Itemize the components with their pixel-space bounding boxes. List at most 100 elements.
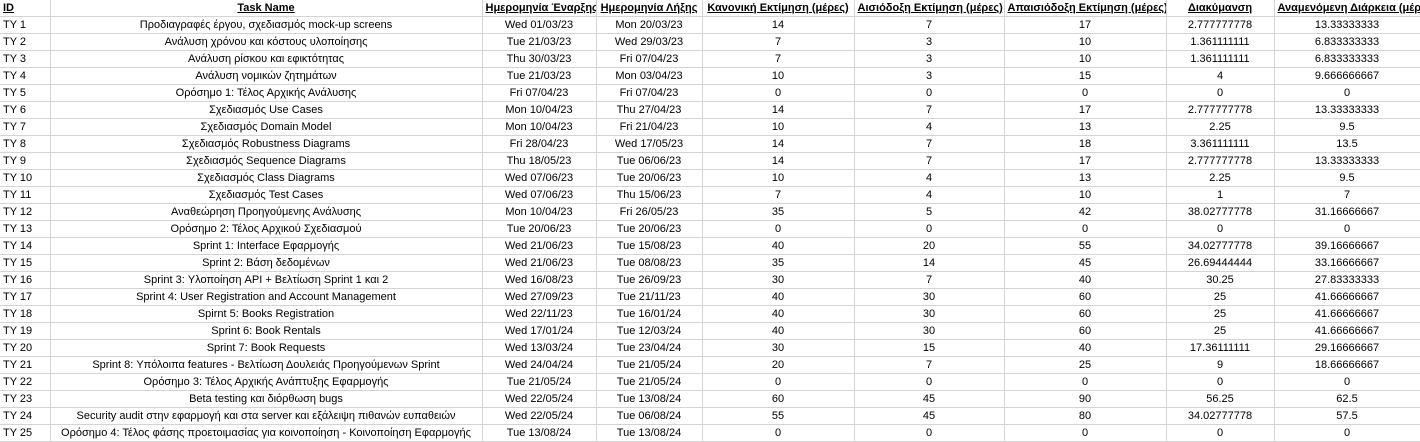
cell-normal-estimate[interactable]: 60 bbox=[702, 390, 855, 408]
cell-pessimistic-estimate[interactable]: 25 bbox=[1004, 356, 1167, 374]
cell-pessimistic-estimate[interactable]: 10 bbox=[1004, 50, 1167, 68]
cell-task-name[interactable]: Ορόσημο 4: Τέλος φάσης προετοιμασίας για… bbox=[50, 424, 483, 442]
cell-start-date[interactable]: Mon 10/04/23 bbox=[482, 118, 597, 136]
cell-end-date[interactable]: Fri 07/04/23 bbox=[596, 84, 703, 102]
cell-start-date[interactable]: Tue 20/06/23 bbox=[482, 220, 597, 238]
cell-start-date[interactable]: Wed 13/03/24 bbox=[482, 339, 597, 357]
cell-end-date[interactable]: Tue 20/06/23 bbox=[596, 169, 703, 187]
cell-end-date[interactable]: Fri 21/04/23 bbox=[596, 118, 703, 136]
cell-id[interactable]: TY 9 bbox=[0, 152, 51, 170]
cell-expected-duration[interactable]: 57.5 bbox=[1274, 407, 1420, 425]
cell-task-name[interactable]: Ανάλυση ρίσκου και εφικτότητας bbox=[50, 50, 483, 68]
cell-expected-duration[interactable]: 0 bbox=[1274, 220, 1420, 238]
cell-pessimistic-estimate[interactable]: 0 bbox=[1004, 84, 1167, 102]
cell-pessimistic-estimate[interactable]: 0 bbox=[1004, 220, 1167, 238]
cell-variance[interactable]: 3.361111111 bbox=[1166, 135, 1275, 153]
cell-end-date[interactable]: Thu 15/06/23 bbox=[596, 186, 703, 204]
cell-optimistic-estimate[interactable]: 4 bbox=[854, 169, 1005, 187]
cell-optimistic-estimate[interactable]: 45 bbox=[854, 407, 1005, 425]
cell-optimistic-estimate[interactable]: 45 bbox=[854, 390, 1005, 408]
cell-variance[interactable]: 1.361111111 bbox=[1166, 50, 1275, 68]
cell-expected-duration[interactable]: 6.833333333 bbox=[1274, 50, 1420, 68]
cell-pessimistic-estimate[interactable]: 42 bbox=[1004, 203, 1167, 221]
cell-optimistic-estimate[interactable]: 0 bbox=[854, 84, 1005, 102]
cell-end-date[interactable]: Tue 13/08/24 bbox=[596, 424, 703, 442]
cell-end-date[interactable]: Tue 21/11/23 bbox=[596, 288, 703, 306]
cell-normal-estimate[interactable]: 30 bbox=[702, 271, 855, 289]
cell-end-date[interactable]: Tue 21/05/24 bbox=[596, 373, 703, 391]
cell-task-name[interactable]: Sprint 4: User Registration and Account … bbox=[50, 288, 483, 306]
cell-end-date[interactable]: Mon 20/03/23 bbox=[596, 16, 703, 34]
cell-expected-duration[interactable]: 41.66666667 bbox=[1274, 322, 1420, 340]
cell-expected-duration[interactable]: 39.16666667 bbox=[1274, 237, 1420, 255]
cell-expected-duration[interactable]: 62.5 bbox=[1274, 390, 1420, 408]
cell-variance[interactable]: 25 bbox=[1166, 288, 1275, 306]
cell-id[interactable]: TY 4 bbox=[0, 67, 51, 85]
cell-variance[interactable]: 2.777777778 bbox=[1166, 16, 1275, 34]
cell-task-name[interactable]: Sprint 2: Βάση δεδομένων bbox=[50, 254, 483, 272]
cell-id[interactable]: TY 16 bbox=[0, 271, 51, 289]
cell-optimistic-estimate[interactable]: 15 bbox=[854, 339, 1005, 357]
cell-pessimistic-estimate[interactable]: 17 bbox=[1004, 101, 1167, 119]
cell-id[interactable]: TY 21 bbox=[0, 356, 51, 374]
cell-variance[interactable]: 34.02777778 bbox=[1166, 237, 1275, 255]
cell-normal-estimate[interactable]: 35 bbox=[702, 254, 855, 272]
cell-normal-estimate[interactable]: 7 bbox=[702, 186, 855, 204]
cell-optimistic-estimate[interactable]: 0 bbox=[854, 373, 1005, 391]
header-start-date[interactable]: Ημερομηνία Έναρξης bbox=[482, 0, 597, 17]
cell-id[interactable]: TY 20 bbox=[0, 339, 51, 357]
header-normal-estimate[interactable]: Κανονική Εκτίμηση (μέρες) bbox=[702, 0, 855, 17]
cell-task-name[interactable]: Σχεδιασμός Domain Model bbox=[50, 118, 483, 136]
cell-start-date[interactable]: Thu 18/05/23 bbox=[482, 152, 597, 170]
cell-end-date[interactable]: Fri 26/05/23 bbox=[596, 203, 703, 221]
cell-normal-estimate[interactable]: 20 bbox=[702, 356, 855, 374]
cell-start-date[interactable]: Wed 21/06/23 bbox=[482, 254, 597, 272]
cell-pessimistic-estimate[interactable]: 15 bbox=[1004, 67, 1167, 85]
cell-id[interactable]: TY 14 bbox=[0, 237, 51, 255]
cell-expected-duration[interactable]: 41.66666667 bbox=[1274, 288, 1420, 306]
header-pessimistic-estimate[interactable]: Απαισιόδοξη Εκτίμηση (μέρες) bbox=[1004, 0, 1167, 17]
cell-start-date[interactable]: Wed 17/01/24 bbox=[482, 322, 597, 340]
cell-expected-duration[interactable]: 41.66666667 bbox=[1274, 305, 1420, 323]
cell-start-date[interactable]: Mon 10/04/23 bbox=[482, 101, 597, 119]
cell-start-date[interactable]: Wed 07/06/23 bbox=[482, 186, 597, 204]
cell-start-date[interactable]: Wed 27/09/23 bbox=[482, 288, 597, 306]
cell-normal-estimate[interactable]: 40 bbox=[702, 305, 855, 323]
header-optimistic-estimate[interactable]: Αισιόδοξη Εκτίμηση (μέρες) bbox=[854, 0, 1005, 17]
cell-variance[interactable]: 17.36111111 bbox=[1166, 339, 1275, 357]
cell-pessimistic-estimate[interactable]: 10 bbox=[1004, 33, 1167, 51]
cell-optimistic-estimate[interactable]: 30 bbox=[854, 322, 1005, 340]
cell-start-date[interactable]: Wed 22/05/24 bbox=[482, 390, 597, 408]
cell-end-date[interactable]: Mon 03/04/23 bbox=[596, 67, 703, 85]
cell-pessimistic-estimate[interactable]: 90 bbox=[1004, 390, 1167, 408]
cell-expected-duration[interactable]: 0 bbox=[1274, 84, 1420, 102]
cell-variance[interactable]: 34.02777778 bbox=[1166, 407, 1275, 425]
cell-optimistic-estimate[interactable]: 3 bbox=[854, 33, 1005, 51]
cell-end-date[interactable]: Wed 29/03/23 bbox=[596, 33, 703, 51]
cell-expected-duration[interactable]: 13.5 bbox=[1274, 135, 1420, 153]
cell-normal-estimate[interactable]: 0 bbox=[702, 424, 855, 442]
cell-expected-duration[interactable]: 13.33333333 bbox=[1274, 152, 1420, 170]
cell-start-date[interactable]: Tue 21/03/23 bbox=[482, 67, 597, 85]
cell-pessimistic-estimate[interactable]: 0 bbox=[1004, 424, 1167, 442]
cell-normal-estimate[interactable]: 14 bbox=[702, 135, 855, 153]
cell-optimistic-estimate[interactable]: 20 bbox=[854, 237, 1005, 255]
cell-variance[interactable]: 1 bbox=[1166, 186, 1275, 204]
cell-expected-duration[interactable]: 31.16666667 bbox=[1274, 203, 1420, 221]
cell-variance[interactable]: 56.25 bbox=[1166, 390, 1275, 408]
cell-task-name[interactable]: Ανάλυση νομικών ζητημάτων bbox=[50, 67, 483, 85]
cell-pessimistic-estimate[interactable]: 60 bbox=[1004, 305, 1167, 323]
cell-start-date[interactable]: Wed 22/11/23 bbox=[482, 305, 597, 323]
cell-optimistic-estimate[interactable]: 3 bbox=[854, 67, 1005, 85]
cell-expected-duration[interactable]: 0 bbox=[1274, 424, 1420, 442]
cell-id[interactable]: TY 12 bbox=[0, 203, 51, 221]
cell-variance[interactable]: 2.777777778 bbox=[1166, 101, 1275, 119]
cell-id[interactable]: TY 24 bbox=[0, 407, 51, 425]
header-end-date[interactable]: Ημερομηνία Λήξης bbox=[596, 0, 703, 17]
cell-normal-estimate[interactable]: 10 bbox=[702, 67, 855, 85]
cell-id[interactable]: TY 19 bbox=[0, 322, 51, 340]
cell-task-name[interactable]: Sprint 7: Book Requests bbox=[50, 339, 483, 357]
cell-end-date[interactable]: Tue 06/06/23 bbox=[596, 152, 703, 170]
cell-start-date[interactable]: Wed 24/04/24 bbox=[482, 356, 597, 374]
cell-task-name[interactable]: Σχεδιασμός Use Cases bbox=[50, 101, 483, 119]
